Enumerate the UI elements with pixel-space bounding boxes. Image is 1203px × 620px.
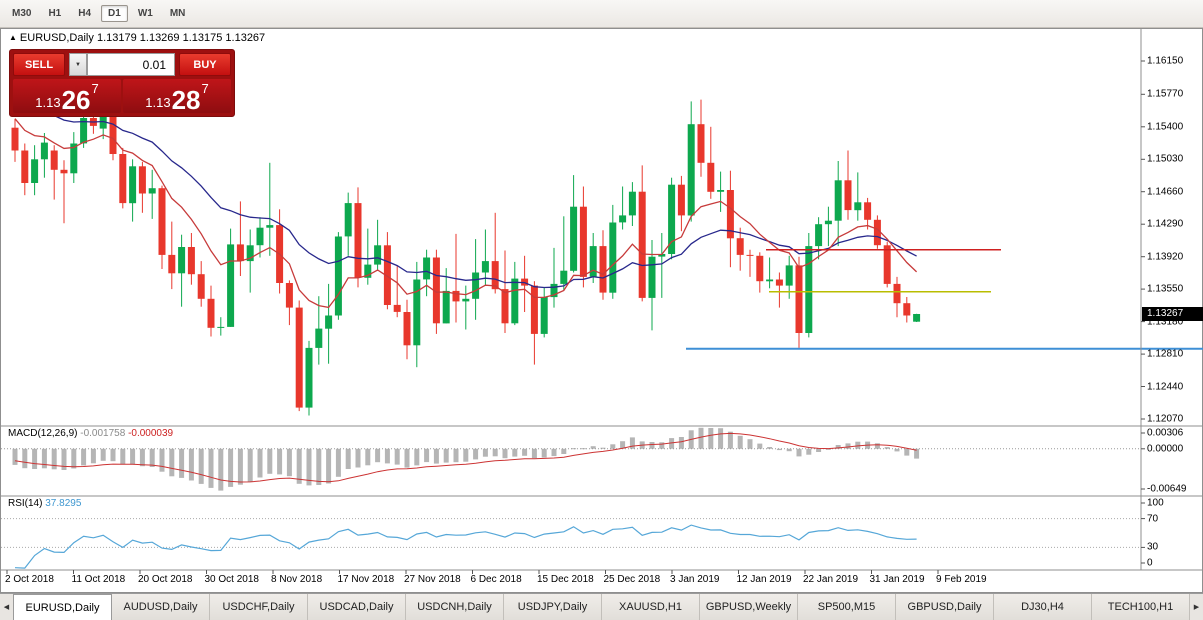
- rsi-axis-label: 30: [1147, 541, 1159, 553]
- price-axis-label: 1.15400: [1147, 121, 1184, 133]
- chart-tab-xauusd[interactable]: XAUUSD,H1: [602, 594, 700, 620]
- chart-tab-usdchf[interactable]: USDCHF,Daily: [210, 594, 308, 620]
- chart-tab-usdcnh[interactable]: USDCNH,Daily: [406, 594, 504, 620]
- macd-indicator-label: MACD(12,26,9) -0.001758 -0.000039: [8, 428, 173, 439]
- chevron-down-icon: ▼: [75, 61, 81, 68]
- macd-axis-label: -0.00649: [1147, 483, 1187, 495]
- price-axis-label: 1.12070: [1147, 413, 1184, 425]
- sell-price-big: 26: [61, 84, 91, 115]
- rsi-title: RSI(14): [8, 498, 43, 509]
- time-axis-label: 9 Feb 2019: [936, 574, 987, 585]
- time-axis-label: 2 Oct 2018: [5, 574, 54, 585]
- price-axis-label: 1.15770: [1147, 88, 1184, 100]
- rsi-axis-label: 70: [1147, 513, 1159, 525]
- price-axis-label: 1.15030: [1147, 153, 1184, 165]
- time-axis-label: 25 Dec 2018: [603, 574, 661, 585]
- price-axis-label: 1.13180: [1147, 316, 1184, 328]
- time-axis-label: 22 Jan 2019: [803, 574, 859, 585]
- chart-tab-dj30[interactable]: DJ30,H4: [994, 594, 1092, 620]
- buy-button[interactable]: BUY: [179, 53, 231, 76]
- timeframe-button-h4[interactable]: H4: [78, 8, 92, 19]
- timeframe-button-m30[interactable]: M30: [12, 8, 32, 19]
- sell-price-sup: 7: [91, 81, 99, 96]
- macd-main-value: -0.001758: [80, 428, 126, 439]
- timeframe-button-d1[interactable]: D1: [101, 5, 128, 22]
- macd-axis-label: 0.00306: [1147, 427, 1184, 439]
- time-axis-label: 30 Oct 2018: [204, 574, 259, 585]
- sell-price-prefix: 1.13: [35, 95, 61, 111]
- price-axis-label: 1.13920: [1147, 251, 1184, 263]
- current-price-badge: 1.13267: [1142, 306, 1203, 321]
- chart-tab-usdcad[interactable]: USDCAD,Daily: [308, 594, 406, 620]
- timeframe-buttons: M30 H1 H4 D1 W1 MN: [5, 5, 192, 22]
- tabs-scroll-right-icon[interactable]: ▶: [1193, 604, 1200, 611]
- chart-ohlc-values: 1.13179 1.13269 1.13175 1.13267: [96, 32, 266, 44]
- tabs-scroll-left-icon[interactable]: ◀: [3, 604, 10, 611]
- price-axis-label: 1.13550: [1147, 283, 1184, 295]
- buy-price-display[interactable]: 1.13 28 7: [123, 79, 231, 113]
- chart-tab-tech100[interactable]: TECH100,H1: [1092, 594, 1190, 620]
- price-axis-label: 1.12440: [1147, 381, 1184, 393]
- timeframe-button-h1[interactable]: H1: [48, 8, 62, 19]
- chart-tab-gbpusd[interactable]: GBPUSD,Daily: [896, 594, 994, 620]
- macd-signal-value: -0.000039: [128, 428, 174, 439]
- chart-window: ▲ EURUSD,Daily 1.13179 1.13269 1.13175 1.…: [0, 28, 1203, 593]
- chart-tab-bar: ◀ EURUSD,Daily AUDUSD,Daily USDCHF,Daily US…: [0, 593, 1203, 620]
- chart-tab-audusd[interactable]: AUDUSD,Daily: [112, 594, 210, 620]
- volume-input[interactable]: [87, 53, 175, 76]
- chart-symbol-label: EURUSD,Daily: [19, 32, 94, 44]
- time-axis-label: 6 Dec 2018: [470, 574, 522, 585]
- chart-tab-usdjpy[interactable]: USDJPY,Daily: [504, 594, 602, 620]
- time-axis-label: 27 Nov 2018: [404, 574, 461, 585]
- macd-title: MACD(12,26,9): [8, 428, 78, 439]
- time-axis-label: 12 Jan 2019: [736, 574, 792, 585]
- volume-dropdown-button[interactable]: ▼: [69, 53, 87, 76]
- rsi-value: 37.8295: [45, 498, 82, 509]
- buy-price-prefix: 1.13: [145, 95, 171, 111]
- rsi-indicator-label: RSI(14) 37.8295: [8, 498, 81, 509]
- price-axis-label: 1.16150: [1147, 55, 1184, 67]
- price-axis-label: 1.14660: [1147, 186, 1184, 198]
- time-axis-label: 11 Oct 2018: [71, 574, 126, 585]
- sell-price-display[interactable]: 1.13 26 7: [13, 79, 121, 113]
- chart-title: ▲ EURUSD,Daily 1.13179 1.13269 1.13175 1.…: [9, 32, 265, 44]
- timeframe-button-w1[interactable]: W1: [137, 8, 153, 19]
- buy-price-sup: 7: [201, 81, 209, 96]
- chart-tab-gbpusd[interactable]: GBPUSD,Weekly: [700, 594, 798, 620]
- time-axis-label: 8 Nov 2018: [271, 574, 323, 585]
- time-axis-label: 17 Nov 2018: [337, 574, 395, 585]
- macd-axis-label: 0.00000: [1147, 443, 1184, 455]
- price-axis-label: 1.14290: [1147, 218, 1184, 230]
- buy-price-big: 28: [171, 84, 201, 115]
- time-axis-label: 15 Dec 2018: [537, 574, 594, 585]
- window-marker-icon[interactable]: ▲: [9, 33, 17, 42]
- timeframe-toolbar: M30 H1 H4 D1 W1 MN: [0, 0, 1203, 28]
- chart-tab-eurusd[interactable]: EURUSD,Daily: [13, 594, 112, 620]
- chart-tab-sp500[interactable]: SP500,M15: [798, 594, 896, 620]
- sell-button[interactable]: SELL: [13, 53, 65, 76]
- time-axis-label: 20 Oct 2018: [138, 574, 193, 585]
- time-axis-label: 3 Jan 2019: [670, 574, 720, 585]
- chart-tabs: EURUSD,Daily AUDUSD,Daily USDCHF,Daily USDC…: [13, 594, 1190, 620]
- rsi-axis-label: 0: [1147, 557, 1153, 569]
- timeframe-button-mn[interactable]: MN: [169, 8, 186, 19]
- price-axis-label: 1.12810: [1147, 348, 1184, 360]
- time-axis-label: 31 Jan 2019: [869, 574, 925, 585]
- rsi-axis-label: 100: [1147, 497, 1164, 509]
